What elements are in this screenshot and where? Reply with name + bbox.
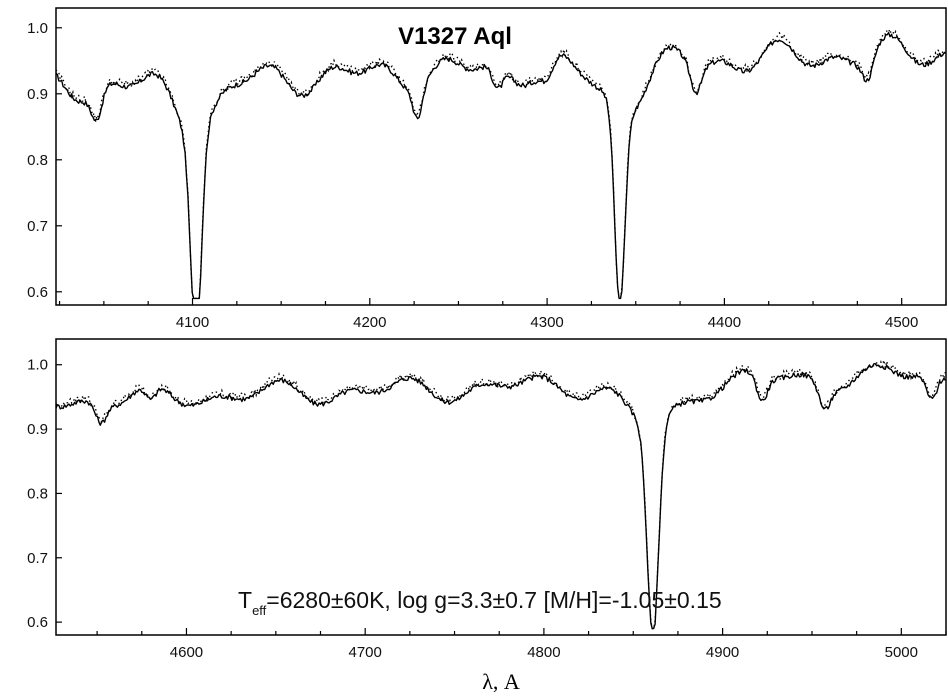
y-tick-label: 0.9: [27, 86, 48, 103]
x-tick-label: 4800: [527, 644, 560, 661]
x-tick-label: 4400: [708, 314, 741, 331]
y-tick-label: 0.8: [27, 152, 48, 169]
parameters-text: =6280±60K, log g=3.3±0.7 [M/H]=-1.05±0.1…: [266, 587, 721, 613]
top-synthetic-spectrum-line: [55, 27, 946, 300]
y-tick-label: 0.9: [27, 421, 48, 438]
x-axis-label: λ, A: [482, 669, 520, 694]
atmosphere-parameters-annotation: Teff=6280±60K, log g=3.3±0.7 [M/H]=-1.05…: [238, 587, 722, 618]
chart-title: V1327 Aql: [398, 23, 512, 50]
bottom-y-ticks: 0.6 0.7 0.8 0.9 1.0: [27, 357, 62, 631]
bottom-plot-frame: [55, 338, 947, 636]
bottom-synthetic-spectrum-line: [55, 358, 946, 630]
y-tick-label: 0.7: [27, 550, 48, 567]
y-tick-label: 1.0: [27, 20, 48, 37]
top-y-ticks: 0.6 0.7 0.8 0.9 1.0: [27, 20, 62, 301]
x-tick-label: 5000: [885, 644, 918, 661]
teff-symbol: T: [238, 587, 252, 613]
x-tick-label: 4600: [170, 644, 203, 661]
x-tick-label: 4500: [885, 314, 918, 331]
top-observed-spectrum-line: [55, 31, 946, 300]
x-tick-label: 4700: [348, 644, 381, 661]
x-tick-label: 4300: [530, 314, 563, 331]
top-x-ticks: 4100 4200 4300 4400 4500: [58, 298, 947, 331]
x-tick-label: 4100: [176, 314, 209, 331]
x-tick-label: 4900: [706, 644, 739, 661]
top-spectrum-panel: 0.6 0.7 0.8 0.9 1.0 4100 4200 4300 4400 4500 V13…: [27, 7, 947, 331]
bottom-x-ticks: 4600 4700 4800 4900 5000: [96, 628, 947, 661]
top-plot-frame: [55, 7, 947, 306]
y-tick-label: 1.0: [27, 357, 48, 374]
y-tick-label: 0.8: [27, 485, 48, 502]
y-tick-label: 0.7: [27, 218, 48, 235]
y-tick-label: 0.6: [27, 614, 48, 631]
x-tick-label: 4200: [353, 314, 386, 331]
bottom-observed-spectrum-line: [55, 362, 946, 630]
y-tick-label: 0.6: [27, 284, 48, 301]
teff-subscript: eff: [252, 603, 267, 618]
bottom-spectrum-panel: 0.6 0.7 0.8 0.9 1.0 4600 4700 4800 4900 5000 Tef…: [27, 338, 947, 694]
